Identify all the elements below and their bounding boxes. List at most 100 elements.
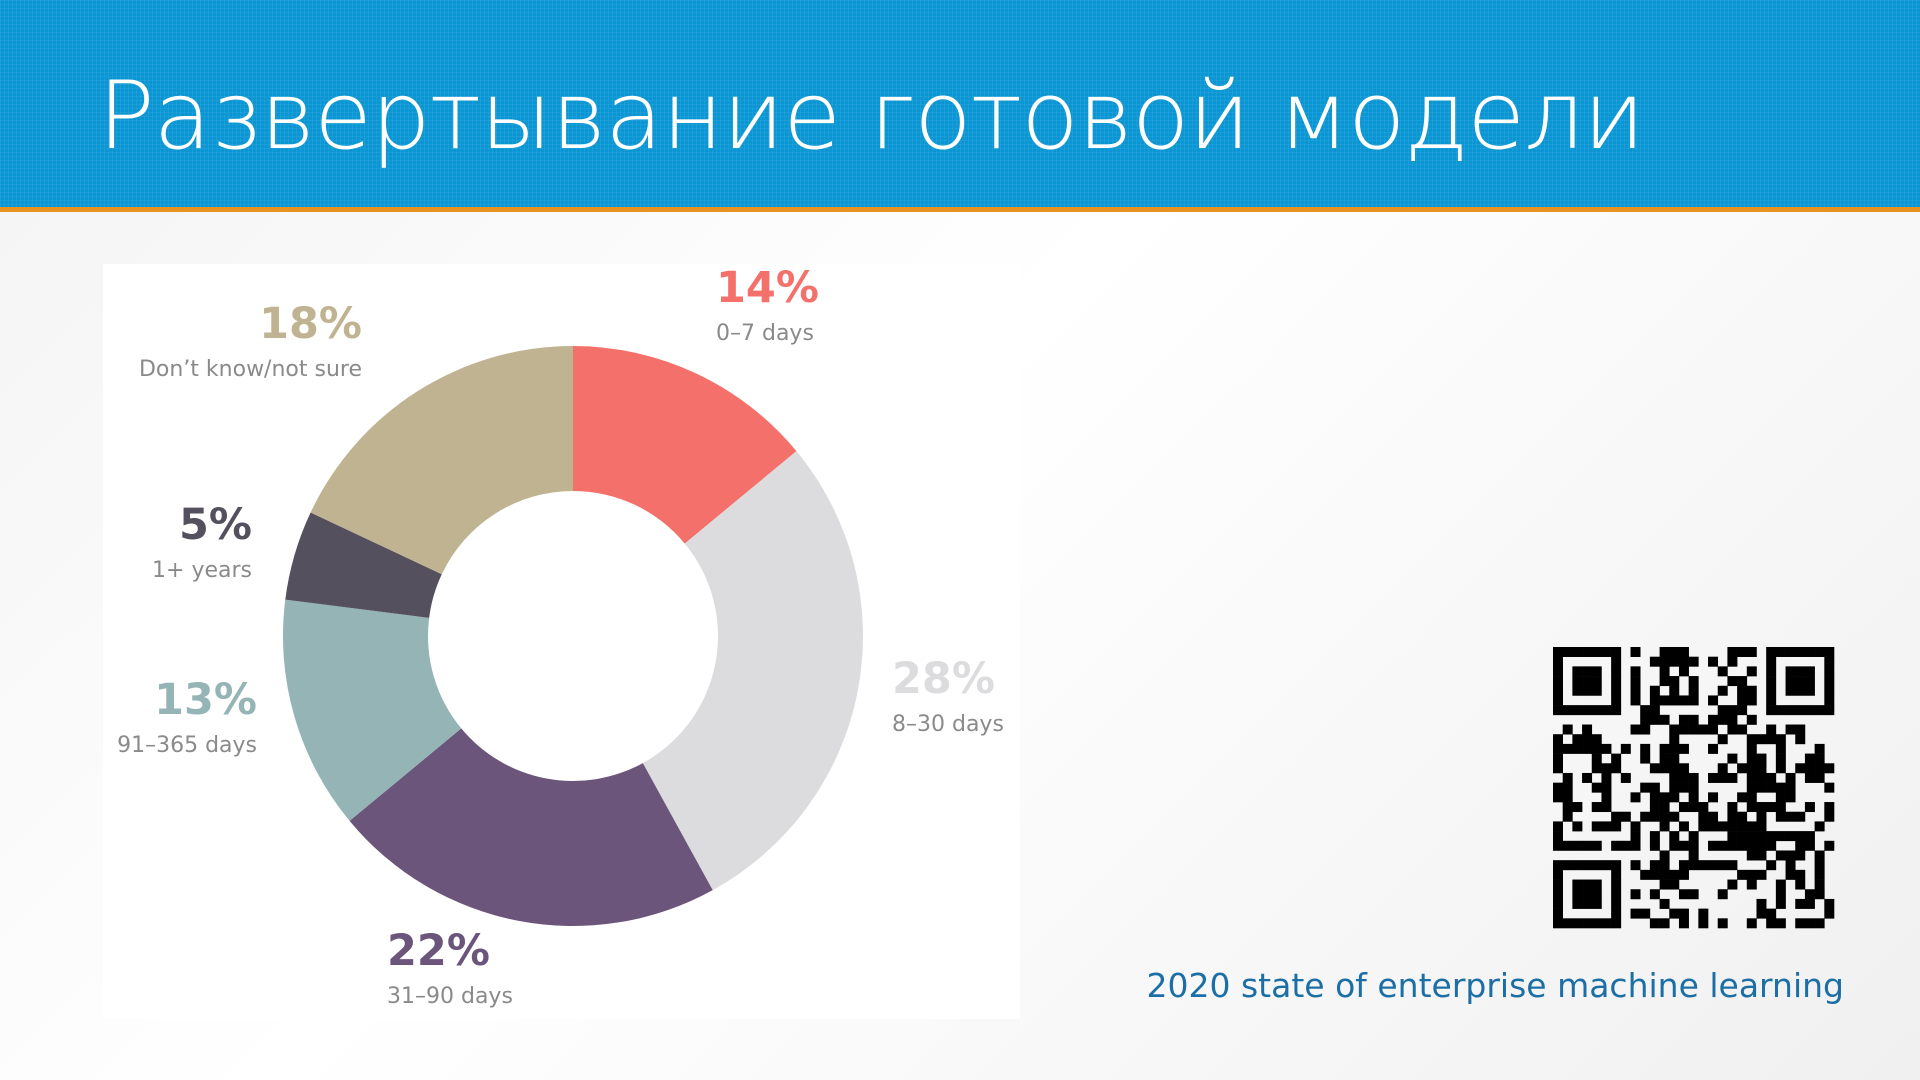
- qr-module: [1795, 840, 1806, 851]
- qr-module: [1824, 802, 1835, 813]
- qr-module: [1814, 918, 1825, 929]
- category-label: Don’t know/not sure: [139, 357, 362, 382]
- qr-module: [1582, 889, 1593, 900]
- qr-module: [1611, 898, 1622, 909]
- qr-module: [1630, 821, 1641, 832]
- qr-module: [1553, 695, 1563, 706]
- qr-module: [1814, 763, 1825, 774]
- qr-module: [1766, 695, 1777, 706]
- qr-module: [1698, 918, 1709, 929]
- qr-module: [1562, 743, 1573, 754]
- slice: [349, 728, 713, 926]
- qr-module: [1678, 763, 1689, 774]
- qr-module: [1688, 850, 1699, 861]
- qr-module: [1678, 782, 1689, 793]
- qr-module: [1708, 840, 1719, 851]
- qr-module: [1746, 821, 1757, 832]
- qr-module: [1756, 753, 1767, 764]
- qr-module: [1678, 889, 1689, 900]
- qr-module: [1814, 850, 1825, 861]
- qr-module: [1678, 860, 1689, 871]
- qr-module: [1572, 802, 1583, 813]
- qr-module: [1727, 753, 1738, 764]
- qr-module: [1630, 676, 1641, 687]
- qr-module: [1795, 831, 1806, 842]
- qr-module: [1611, 753, 1622, 764]
- qr-module: [1824, 782, 1835, 793]
- qr-module: [1766, 802, 1777, 813]
- qr-module: [1795, 666, 1806, 677]
- qr-module: [1804, 763, 1815, 774]
- qr-module: [1659, 666, 1670, 677]
- qr-module: [1727, 821, 1738, 832]
- qr-module: [1688, 676, 1699, 687]
- qr-module: [1746, 869, 1757, 880]
- qr-module: [1746, 850, 1757, 861]
- qr-module: [1572, 666, 1583, 677]
- qr-module: [1785, 869, 1796, 880]
- qr-module: [1649, 782, 1660, 793]
- qr-module: [1804, 685, 1815, 696]
- qr-module: [1785, 811, 1796, 822]
- value-label: 28%: [892, 654, 995, 704]
- qr-module: [1708, 695, 1719, 706]
- qr-module: [1591, 802, 1602, 813]
- qr-module: [1562, 724, 1573, 735]
- qr-module: [1824, 898, 1835, 909]
- qr-module: [1775, 850, 1786, 861]
- qr-module: [1785, 782, 1796, 793]
- qr-module: [1708, 772, 1719, 783]
- qr-module: [1746, 918, 1757, 929]
- qr-module: [1611, 647, 1622, 657]
- category-label: 1+ years: [152, 558, 252, 583]
- qr-module: [1669, 656, 1680, 667]
- qr-module: [1775, 879, 1786, 890]
- qr-module: [1746, 772, 1757, 783]
- qr-module: [1553, 647, 1563, 657]
- qr-module: [1698, 860, 1709, 871]
- qr-module: [1582, 879, 1593, 890]
- qr-module: [1553, 889, 1563, 900]
- qr-module: [1649, 695, 1660, 706]
- qr-module: [1746, 840, 1757, 851]
- qr-module: [1756, 802, 1767, 813]
- qr-module: [1795, 647, 1806, 657]
- qr-module: [1669, 908, 1680, 919]
- qr-module: [1737, 685, 1748, 696]
- qr-module: [1766, 908, 1777, 919]
- qr-module: [1649, 889, 1660, 900]
- qr-module: [1630, 831, 1641, 842]
- qr-module: [1659, 714, 1670, 725]
- qr-module: [1756, 840, 1767, 851]
- qr-module: [1814, 879, 1825, 890]
- qr-module: [1814, 772, 1825, 783]
- qr-module: [1814, 860, 1825, 871]
- qr-module: [1766, 782, 1777, 793]
- qr-module: [1591, 821, 1602, 832]
- qr-module: [1582, 666, 1593, 677]
- qr-module: [1737, 869, 1748, 880]
- qr-module: [1717, 821, 1728, 832]
- qr-module: [1795, 685, 1806, 696]
- qr-module: [1630, 908, 1641, 919]
- qr-module: [1591, 734, 1602, 745]
- qr-module: [1611, 811, 1622, 822]
- qr-module: [1746, 802, 1757, 813]
- qr-module: [1659, 850, 1670, 861]
- qr-module: [1795, 869, 1806, 880]
- qr-module: [1562, 811, 1573, 822]
- qr-module: [1824, 705, 1835, 716]
- qr-module: [1717, 685, 1728, 696]
- qr-module: [1630, 647, 1641, 657]
- qr-module: [1737, 705, 1748, 716]
- qr-module: [1708, 792, 1719, 803]
- qr-module: [1824, 763, 1835, 774]
- qr-module: [1620, 811, 1631, 822]
- qr-module: [1611, 763, 1622, 774]
- qr-module: [1611, 705, 1622, 716]
- qr-module: [1601, 763, 1612, 774]
- qr-module: [1562, 705, 1573, 716]
- qr-module: [1649, 802, 1660, 813]
